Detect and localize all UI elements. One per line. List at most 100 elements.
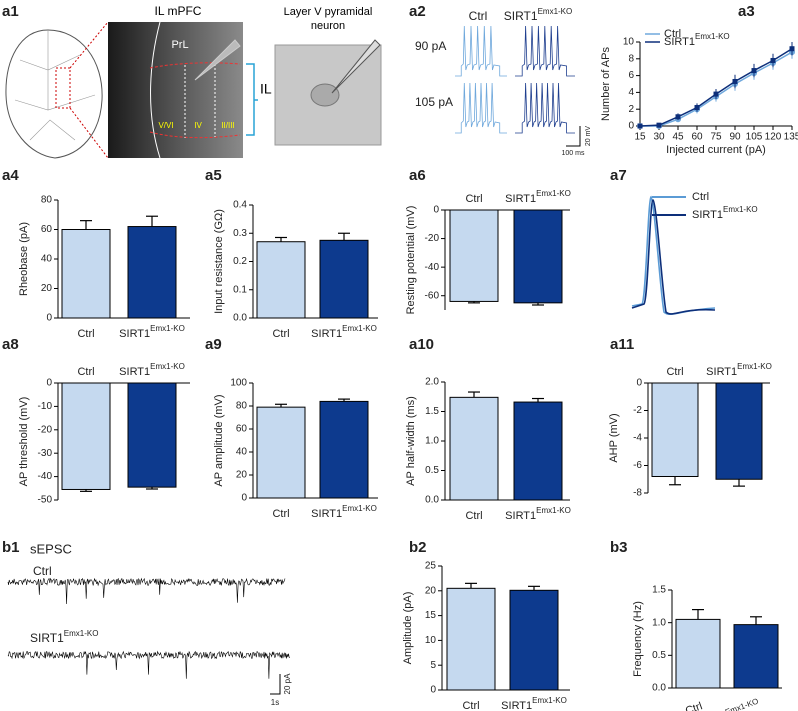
spike-trace (455, 82, 507, 134)
panel-label: a3 (738, 3, 755, 20)
y-axis-title: Frequency (Hz) (632, 601, 644, 677)
label-text: SIRT1 (692, 209, 723, 221)
y-tick-label: 0.4 (233, 200, 247, 211)
y-tick-label: 0.3 (233, 228, 247, 239)
y-tick-label: 2.0 (425, 377, 439, 388)
image-label: II/III (221, 121, 234, 130)
spike-trace (515, 25, 575, 77)
bar (446, 587, 496, 691)
label-text: Ctrl (469, 9, 488, 23)
label-text: Ctrl (666, 366, 683, 378)
label: SIRT1Emx1-KO (311, 504, 377, 520)
label-text: SIRT1 (664, 36, 695, 48)
bar (651, 382, 699, 477)
label-superscript: Emx1-KO (737, 362, 772, 371)
image-label: PrL (171, 39, 188, 51)
label-text: Ctrl (692, 191, 709, 203)
x-axis-title: Injected current (pA) (666, 144, 766, 156)
label-text: SIRT1 (505, 510, 536, 522)
panel-label: b2 (409, 539, 427, 556)
label-superscript: Emx1-KO (342, 504, 377, 513)
y-tick-label: -40 (425, 262, 440, 273)
bar (675, 618, 721, 689)
y-tick-label: -4 (633, 433, 642, 444)
x-tick-label: 30 (653, 132, 665, 143)
bar (733, 624, 779, 689)
y-tick-label: 0.0 (233, 313, 247, 324)
y-tick-label: 0 (430, 685, 436, 696)
bar (513, 209, 563, 304)
y-tick-label: 40 (41, 254, 53, 265)
x-tick-label: 60 (691, 132, 703, 143)
image-label: IL (260, 81, 272, 97)
y-tick-label: 0.5 (425, 465, 439, 476)
y-tick-label: 80 (41, 195, 53, 206)
y-axis-title: AP half-width (ms) (405, 396, 417, 486)
y-tick-label: 1.5 (425, 406, 439, 417)
label: SIRT1Emx1-KO (505, 506, 571, 522)
label-superscript: Emx1-KO (724, 697, 760, 711)
label-text: Ctrl (33, 564, 52, 578)
y-tick-label: 20 (236, 470, 248, 481)
y-axis-title: AP amplitude (mV) (213, 394, 225, 486)
scale-label: 20 pA (283, 673, 292, 695)
label: SIRT1Emx1-KO (311, 324, 377, 340)
y-tick-label: -30 (38, 448, 53, 459)
point (694, 105, 700, 111)
atlas-roi (55, 67, 71, 109)
y-axis-title: AP threshold (mV) (18, 397, 30, 487)
y-tick-label: 0 (46, 378, 52, 389)
y-tick-label: 1.0 (652, 617, 666, 628)
x-tick-label: 120 (765, 132, 782, 143)
label: Ctrl (684, 700, 704, 711)
brain-atlas (5, 29, 103, 159)
label: SIRT1Emx1-KO (505, 189, 571, 205)
point (789, 46, 795, 52)
y-axis-title: Number of APs (600, 47, 612, 121)
point (675, 114, 681, 120)
point (637, 123, 643, 129)
label-text: SIRT1 (119, 328, 150, 340)
label-text: SIRT1 (505, 193, 536, 205)
label: Ctrl (272, 508, 289, 520)
label-text: Ctrl (462, 700, 479, 711)
label-text: Ctrl (77, 328, 94, 340)
x-tick-label: 105 (746, 132, 763, 143)
label-text: SIRT1 (311, 328, 342, 340)
point (656, 122, 662, 128)
bar (319, 239, 369, 319)
label: Ctrl (666, 366, 683, 378)
neuron-pipette (331, 39, 381, 94)
slice-image (108, 22, 243, 158)
y-tick-label: 2 (628, 104, 634, 115)
y-tick-label: 0 (433, 205, 439, 216)
scale-bar (270, 674, 281, 695)
scale-label: 1s (271, 698, 279, 707)
point (751, 68, 757, 74)
label-text: Ctrl (465, 510, 482, 522)
bar (449, 396, 499, 501)
label-superscript: Emx1-KO (723, 205, 758, 214)
label: Ctrl (469, 9, 488, 23)
label: Ctrl (77, 328, 94, 340)
y-tick-label: 0 (628, 121, 634, 132)
bar (256, 406, 306, 499)
point (713, 91, 719, 97)
image-label: IV (194, 121, 202, 130)
y-tick-label: 40 (236, 447, 248, 458)
sepsc-trace (7, 577, 286, 605)
label: SIRT1Emx1-KO (119, 324, 185, 340)
y-tick-label: -20 (38, 424, 53, 435)
y-tick-label: 0.1 (233, 284, 247, 295)
bar (127, 226, 177, 319)
spike-trace (515, 82, 575, 134)
panel-label: a11 (610, 336, 634, 353)
y-tick-label: -50 (38, 495, 53, 506)
y-tick-label: 0.2 (233, 256, 247, 267)
y-tick-label: 6 (628, 70, 634, 81)
bar (127, 382, 177, 488)
x-tick-label: 15 (634, 132, 646, 143)
y-tick-label: 60 (236, 424, 248, 435)
bar (513, 401, 563, 501)
